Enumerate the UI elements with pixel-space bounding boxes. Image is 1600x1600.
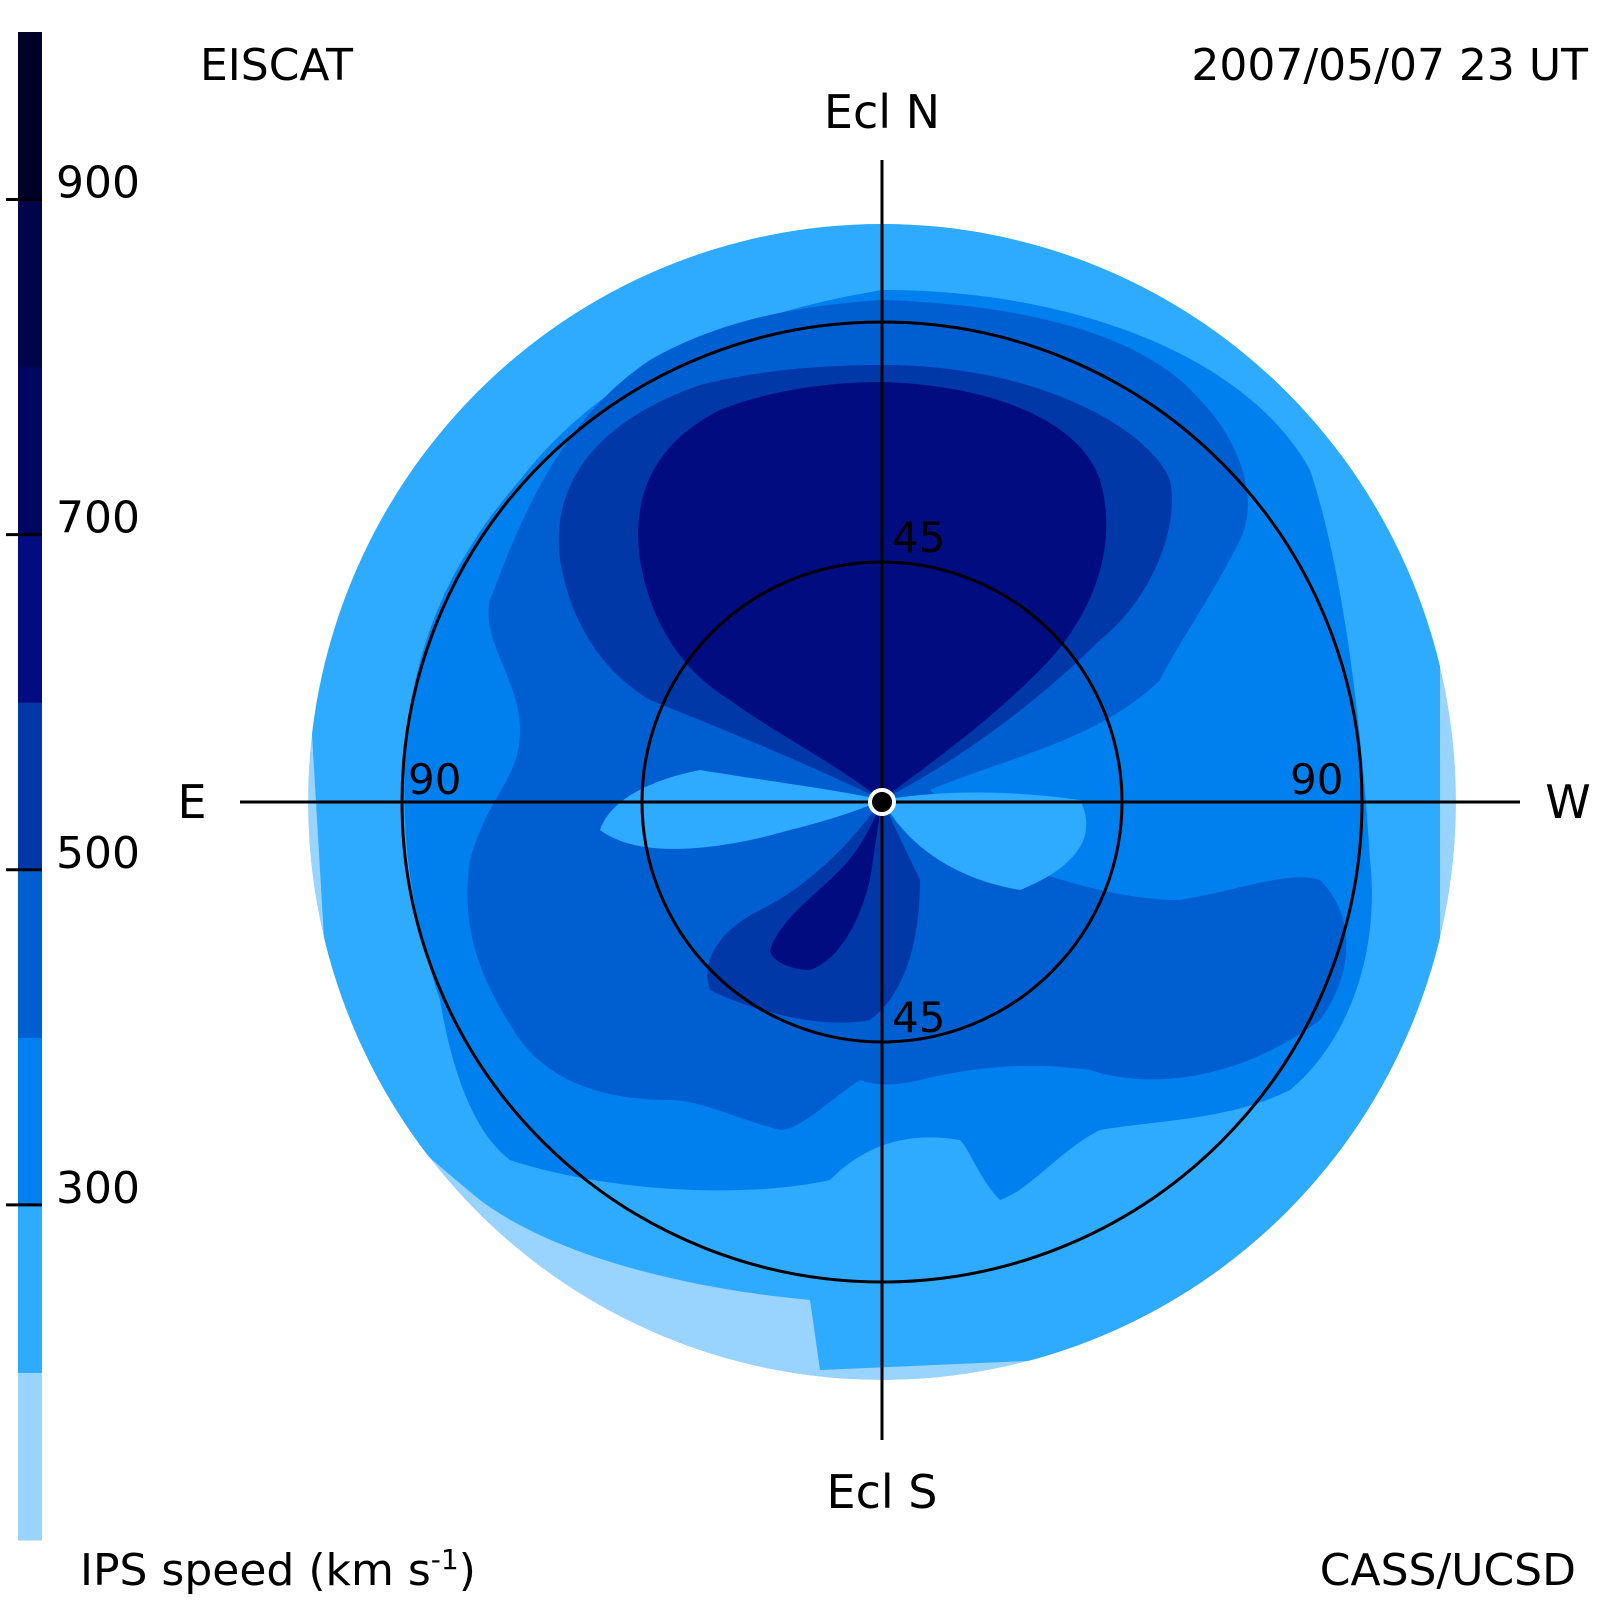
label-west: W (1545, 775, 1590, 829)
colorbar-level-600 (18, 534, 42, 703)
colorbar (18, 32, 42, 1541)
colorbar-tick-label-500: 500 (56, 828, 140, 879)
label-ecliptic-south: Ecl S (827, 1465, 938, 1519)
ring-label-90-right: 90 (1290, 755, 1343, 804)
colorbar-label-main: IPS speed (km s (80, 1545, 431, 1596)
ring-label-45-bottom: 45 (892, 993, 945, 1042)
region-speed-400-inner (600, 770, 1087, 890)
region-speed-700 (638, 382, 1107, 970)
credit-label: CASS/UCSD (1320, 1545, 1576, 1596)
colorbar-label-sup: -1 (431, 1543, 459, 1576)
colorbar-level-300 (18, 1037, 42, 1206)
instrument-label: EISCAT (200, 40, 353, 91)
colorbar-level-800 (18, 199, 42, 368)
colorbar-level-700 (18, 367, 42, 536)
colorbar-tick-label-900: 900 (56, 158, 140, 209)
colorbar-level-400 (18, 869, 42, 1038)
label-ecliptic-north: Ecl N (824, 85, 940, 139)
colorbar-level-200 (18, 1204, 42, 1373)
colorbar-tick-label-700: 700 (56, 493, 140, 544)
colorbar-label-tail: ) (459, 1545, 476, 1596)
colorbar-tick-label-300: 300 (56, 1163, 140, 1214)
colorbar-level-100 (18, 1372, 42, 1541)
ring-label-90-left: 90 (408, 755, 461, 804)
sun-marker (868, 788, 896, 816)
colorbar-ticks: 300 500 700 900 (6, 158, 140, 1214)
colorbar-level-900 (18, 32, 42, 201)
timestamp-label: 2007/05/07 23 UT (1191, 40, 1588, 91)
colorbar-label: IPS speed (km s-1) (80, 1543, 476, 1596)
ring-label-45-top: 45 (892, 513, 945, 562)
colorbar-level-500 (18, 702, 42, 871)
label-east: E (177, 775, 206, 829)
